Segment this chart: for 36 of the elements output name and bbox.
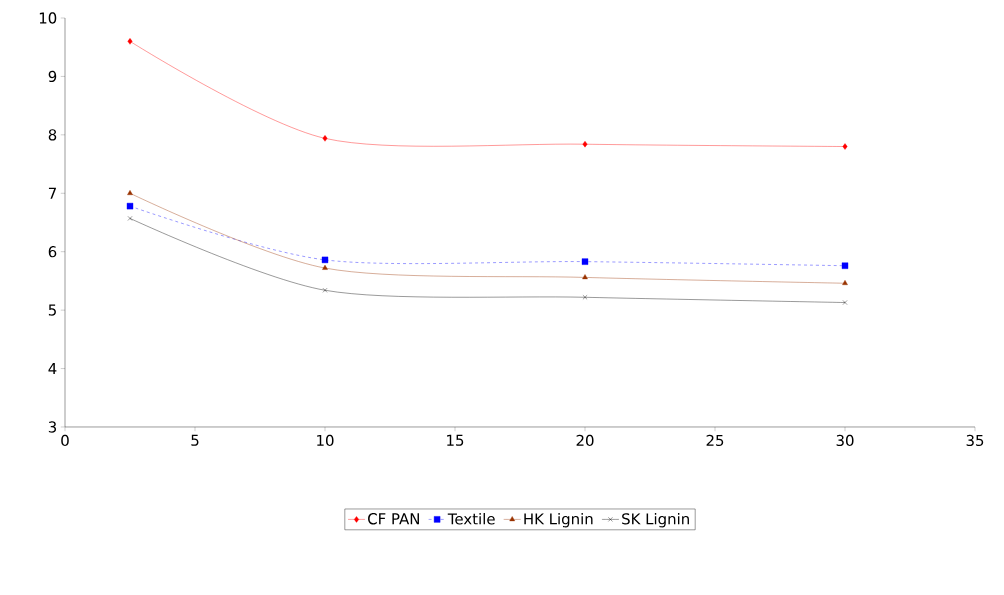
- x-tick-label: 30: [836, 434, 854, 447]
- x-tick-label: 5: [191, 434, 199, 446]
- point: [582, 141, 588, 148]
- y-tick-label: 9: [48, 70, 57, 83]
- point: [322, 287, 328, 293]
- y-tick-label: 4: [48, 363, 57, 374]
- point: [322, 135, 328, 142]
- point: [841, 262, 849, 269]
- x-tick-label: 10: [317, 434, 334, 447]
- point: [127, 216, 133, 221]
- x-tick-label: 35: [966, 434, 984, 447]
- point: [127, 190, 133, 195]
- y-tick-label: 5: [48, 304, 56, 316]
- x-tick-label: 0: [61, 434, 69, 447]
- y-tick-label: 8: [48, 129, 57, 141]
- legend-label: CF PAN: [368, 513, 419, 525]
- point: [582, 274, 588, 280]
- y-tick-label: 3: [48, 421, 57, 433]
- point: [842, 300, 848, 305]
- point: [582, 294, 588, 300]
- x-tick-label: 25: [706, 434, 724, 447]
- y-tick-label: 10: [39, 12, 57, 24]
- x-tick-label: 15: [447, 434, 464, 446]
- point: [842, 143, 848, 150]
- legend-label: HK Lignin: [524, 512, 593, 528]
- point: [127, 38, 133, 45]
- point: [321, 256, 329, 264]
- point: [126, 202, 134, 210]
- legend-label: Textile: [447, 512, 495, 525]
- legend-label: SK Lignin: [622, 512, 689, 528]
- y-tick-label: 7: [48, 187, 56, 199]
- point: [581, 258, 589, 265]
- point: [842, 280, 848, 285]
- point: [322, 264, 328, 270]
- x-tick-label: 20: [576, 434, 594, 447]
- y-tick-label: 6: [48, 246, 57, 258]
